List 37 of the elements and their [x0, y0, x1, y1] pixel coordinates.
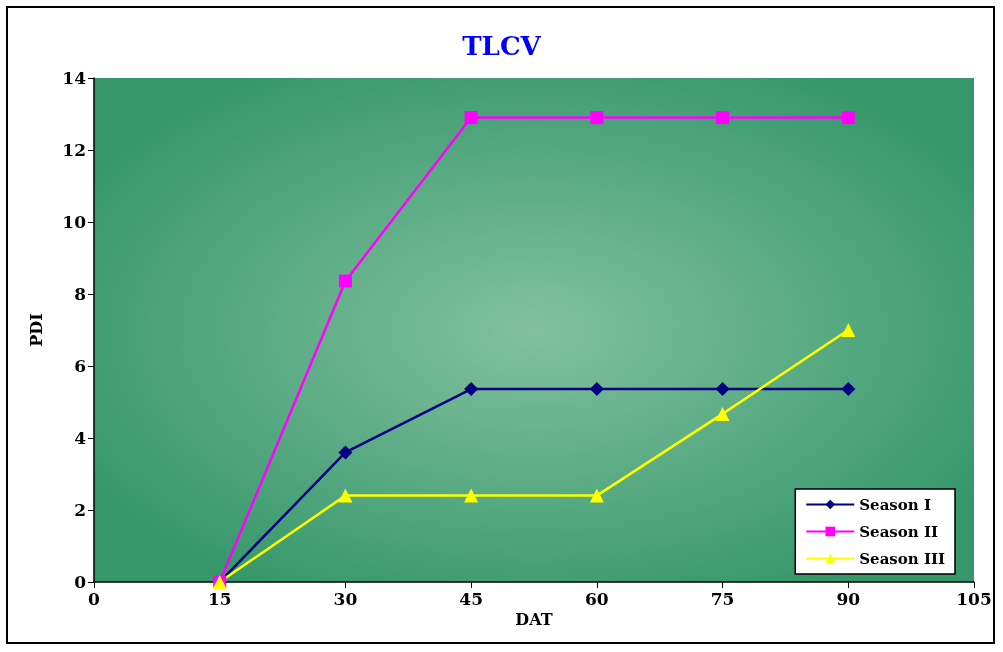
y-tick-label: 14: [62, 68, 87, 88]
x-tick-label: 45: [459, 588, 483, 609]
point: [841, 111, 855, 125]
x-tick-label: 60: [585, 588, 609, 609]
y-tick-label: 10: [62, 212, 87, 232]
x-axis-title: DAT: [515, 610, 553, 630]
legend-label: Season I: [859, 495, 931, 514]
point: [715, 406, 730, 421]
legend-label: Season III: [859, 549, 946, 568]
y-tick-label: 6: [74, 356, 86, 376]
y-tick-label: 12: [62, 140, 86, 160]
y-tick-label: 4: [74, 428, 87, 448]
legend-label: Season II: [859, 522, 938, 541]
point: [464, 488, 479, 503]
x-tick-label: 15: [207, 588, 232, 609]
point: [715, 382, 730, 397]
y-tick-label: 8: [74, 284, 86, 304]
point: [841, 323, 856, 337]
x-tick-label: 75: [710, 588, 735, 609]
x-tick-label: 0: [88, 588, 101, 609]
point: [338, 445, 353, 460]
chart-title: TLCV: [462, 31, 542, 61]
point: [589, 488, 604, 503]
y-axis-title: PDI: [26, 313, 46, 347]
point: [464, 382, 479, 397]
point: [841, 382, 856, 397]
point: [590, 111, 604, 125]
y-tick-label: 0: [74, 572, 87, 592]
x-tick-label: 90: [836, 588, 861, 609]
x-tick-label: 105: [956, 588, 992, 609]
point: [589, 382, 604, 397]
y-tick-label: 2: [74, 500, 86, 520]
point: [338, 488, 353, 503]
point: [716, 111, 730, 125]
point: [338, 274, 352, 288]
point: [464, 111, 478, 125]
x-tick-label: 30: [333, 588, 358, 609]
